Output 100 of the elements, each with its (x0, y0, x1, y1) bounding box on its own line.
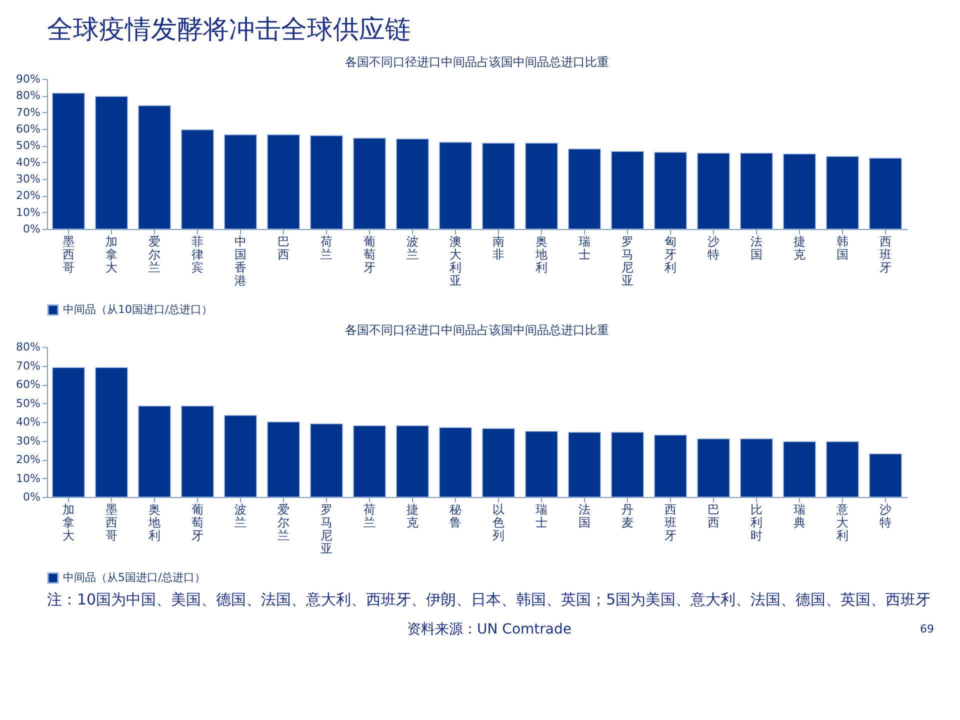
x-tick-label: 比利时 (750, 502, 762, 542)
bar (138, 105, 171, 230)
x-tick-label: 捷克 (406, 502, 418, 530)
x-tick-label: 澳大利亚 (450, 234, 462, 288)
x-tick-label: 瑞士 (578, 234, 590, 262)
y-tick-label: 10% (16, 472, 40, 485)
x-tick-label: 瑞典 (794, 502, 806, 530)
x-tick-label: 罗马尼亚 (320, 502, 332, 556)
bar (310, 135, 343, 230)
bar (95, 96, 128, 230)
x-tick-label: 奥地利 (148, 502, 160, 542)
x-tick-label: 巴西 (708, 502, 720, 530)
y-tick-label: 0% (23, 490, 40, 504)
y-tick-label: 40% (16, 156, 40, 169)
x-tick-label: 加拿大 (62, 502, 74, 542)
bar (783, 441, 816, 498)
x-tick-label: 韩国 (836, 234, 848, 262)
x-tick-label: 法国 (578, 502, 590, 530)
bar (783, 154, 816, 230)
x-tick-label: 南非 (492, 234, 504, 262)
x-tick-label: 爱尔兰 (278, 502, 290, 542)
bar (568, 432, 601, 498)
x-tick-label: 波兰 (234, 502, 246, 530)
y-tick-label: 40% (16, 416, 40, 428)
bar (310, 423, 343, 498)
y-tick-label: 20% (16, 453, 40, 466)
y-tick-label: 80% (16, 89, 40, 102)
bar (267, 134, 300, 230)
bar (826, 156, 859, 230)
bar (740, 438, 773, 498)
y-tick-label: 60% (16, 122, 40, 136)
x-tick-label: 西班牙 (880, 234, 892, 274)
bar (869, 453, 902, 498)
bar (181, 406, 214, 498)
bar (654, 152, 687, 230)
x-tick-label: 墨西哥 (106, 502, 118, 542)
x-tick-label: 沙特 (708, 234, 720, 262)
chart-title: 各国不同口径进口中间品占该国中间品总进口比重 (345, 55, 609, 69)
x-tick-label: 巴西 (278, 234, 290, 262)
y-tick-label: 50% (16, 139, 40, 152)
legend-label: 中间品（从5国进口/总进口） (63, 571, 206, 584)
chart-title: 各国不同口径进口中间品占该国中间品总进口比重 (345, 323, 609, 337)
bar (826, 441, 859, 498)
bar (52, 367, 85, 498)
x-tick-label: 沙特 (880, 502, 892, 530)
y-tick-label: 10% (16, 206, 40, 219)
bar (525, 430, 558, 498)
y-tick-label: 80% (16, 340, 40, 354)
x-tick-label: 爱尔兰 (148, 234, 160, 274)
bar (224, 134, 257, 230)
y-tick-label: 70% (16, 106, 40, 119)
x-tick-label: 荷兰 (364, 502, 376, 530)
x-tick-label: 加拿大 (106, 234, 118, 274)
x-tick-label: 丹麦 (622, 502, 634, 530)
bar (697, 152, 730, 230)
text: 69 (920, 622, 934, 636)
bar (396, 138, 429, 230)
x-tick-label: 捷克 (794, 234, 806, 262)
x-tick-label: 瑞士 (536, 502, 548, 530)
y-tick-label: 20% (16, 189, 40, 202)
x-tick-label: 葡萄牙 (364, 234, 376, 274)
x-tick-label: 法国 (750, 234, 762, 262)
bar (740, 152, 773, 230)
y-tick-label: 30% (16, 434, 40, 448)
x-tick-label: 西班牙 (664, 502, 676, 542)
text: 注：10国为中国、美国、德国、法国、意大利、西班牙、伊朗、日本、韩国、英国；5国为美国、意大利、法国、德国、英国、西班牙 (47, 590, 931, 608)
y-tick-label: 70% (16, 359, 40, 372)
bar (396, 425, 429, 498)
legend-label: 中间品（从10国进口/总进口） (63, 303, 213, 316)
text: 全球疫情发酵将冲击全球供应链 (47, 15, 411, 45)
x-tick-label: 奥地利 (534, 234, 548, 274)
text: 资料来源：UN Comtrade (407, 622, 572, 638)
bar (525, 142, 558, 230)
x-tick-label: 墨西哥 (62, 234, 74, 274)
x-tick-label: 中国香港 (234, 234, 246, 288)
x-tick-label: 葡萄牙 (192, 502, 204, 542)
bar (138, 406, 171, 498)
x-tick-label: 以色列 (492, 502, 504, 542)
bar (611, 151, 644, 230)
bar (482, 428, 515, 498)
x-tick-label: 波兰 (406, 234, 418, 262)
y-tick-label: 30% (16, 172, 40, 186)
bar (267, 422, 300, 498)
x-tick-label: 菲律宾 (192, 234, 204, 274)
bar (568, 148, 601, 230)
x-tick-label: 罗马尼亚 (622, 234, 634, 288)
x-tick-label: 秘鲁 (450, 502, 462, 530)
bar (52, 92, 85, 230)
bar (611, 432, 644, 498)
bar (224, 415, 257, 498)
bar (654, 434, 687, 498)
bar (697, 438, 730, 498)
y-tick-label: 0% (23, 222, 40, 236)
bar (353, 425, 386, 498)
x-tick-label: 匈牙利 (664, 234, 676, 274)
bar (439, 142, 472, 230)
bar (181, 129, 214, 230)
bar (482, 142, 515, 230)
y-tick-label: 60% (16, 378, 40, 391)
x-tick-label: 荷兰 (320, 234, 332, 262)
